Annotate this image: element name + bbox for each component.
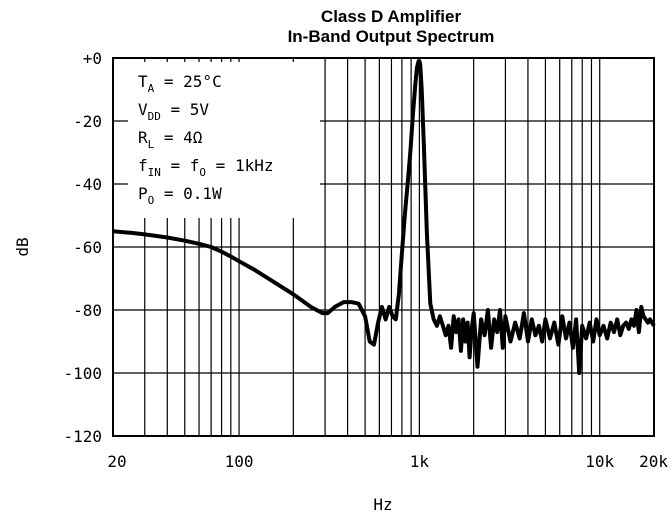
y-tick-label: -80: [73, 301, 102, 320]
x-tick-label: 20k: [639, 452, 668, 471]
y-tick-label: -20: [73, 112, 102, 131]
x-ticks: 20 100 1k 10k 20k: [107, 452, 668, 471]
chart-title: Class D Amplifier: [321, 7, 462, 26]
series-line: [112, 59, 656, 375]
chart-subtitle: In-Band Output Spectrum: [288, 27, 495, 46]
annotation-line: VDD = 5V: [138, 100, 209, 123]
plot-frame: [112, 57, 655, 437]
x-tick-label: 10k: [585, 452, 614, 471]
y-ticks: +0 -20 -40 -60 -80 -100 -120: [63, 49, 102, 446]
annotation-line: fIN = fO = 1kHz: [138, 156, 273, 179]
annotation-line: RL = 4Ω: [138, 128, 203, 151]
y-tick-label: -40: [73, 175, 102, 194]
y-axis-label: dB: [13, 237, 32, 256]
x-axis-label: Hz: [373, 495, 392, 514]
y-tick-label: -100: [63, 364, 102, 383]
y-tick-label: +0: [83, 49, 102, 68]
y-tick-label: -60: [73, 238, 102, 257]
x-tick-label: 100: [225, 452, 254, 471]
conditions-annotation: TA = 25°C VDD = 5V RL = 4Ω fIN = fO = 1kHz P…: [138, 72, 273, 207]
y-tick-label: -120: [63, 427, 102, 446]
annotation-box: [128, 62, 320, 218]
x-tick-label: 20: [107, 452, 126, 471]
annotation-line: PO = 0.1W: [138, 184, 222, 207]
annotation-line: TA = 25°C: [138, 72, 222, 95]
x-tick-label: 1k: [410, 452, 430, 471]
